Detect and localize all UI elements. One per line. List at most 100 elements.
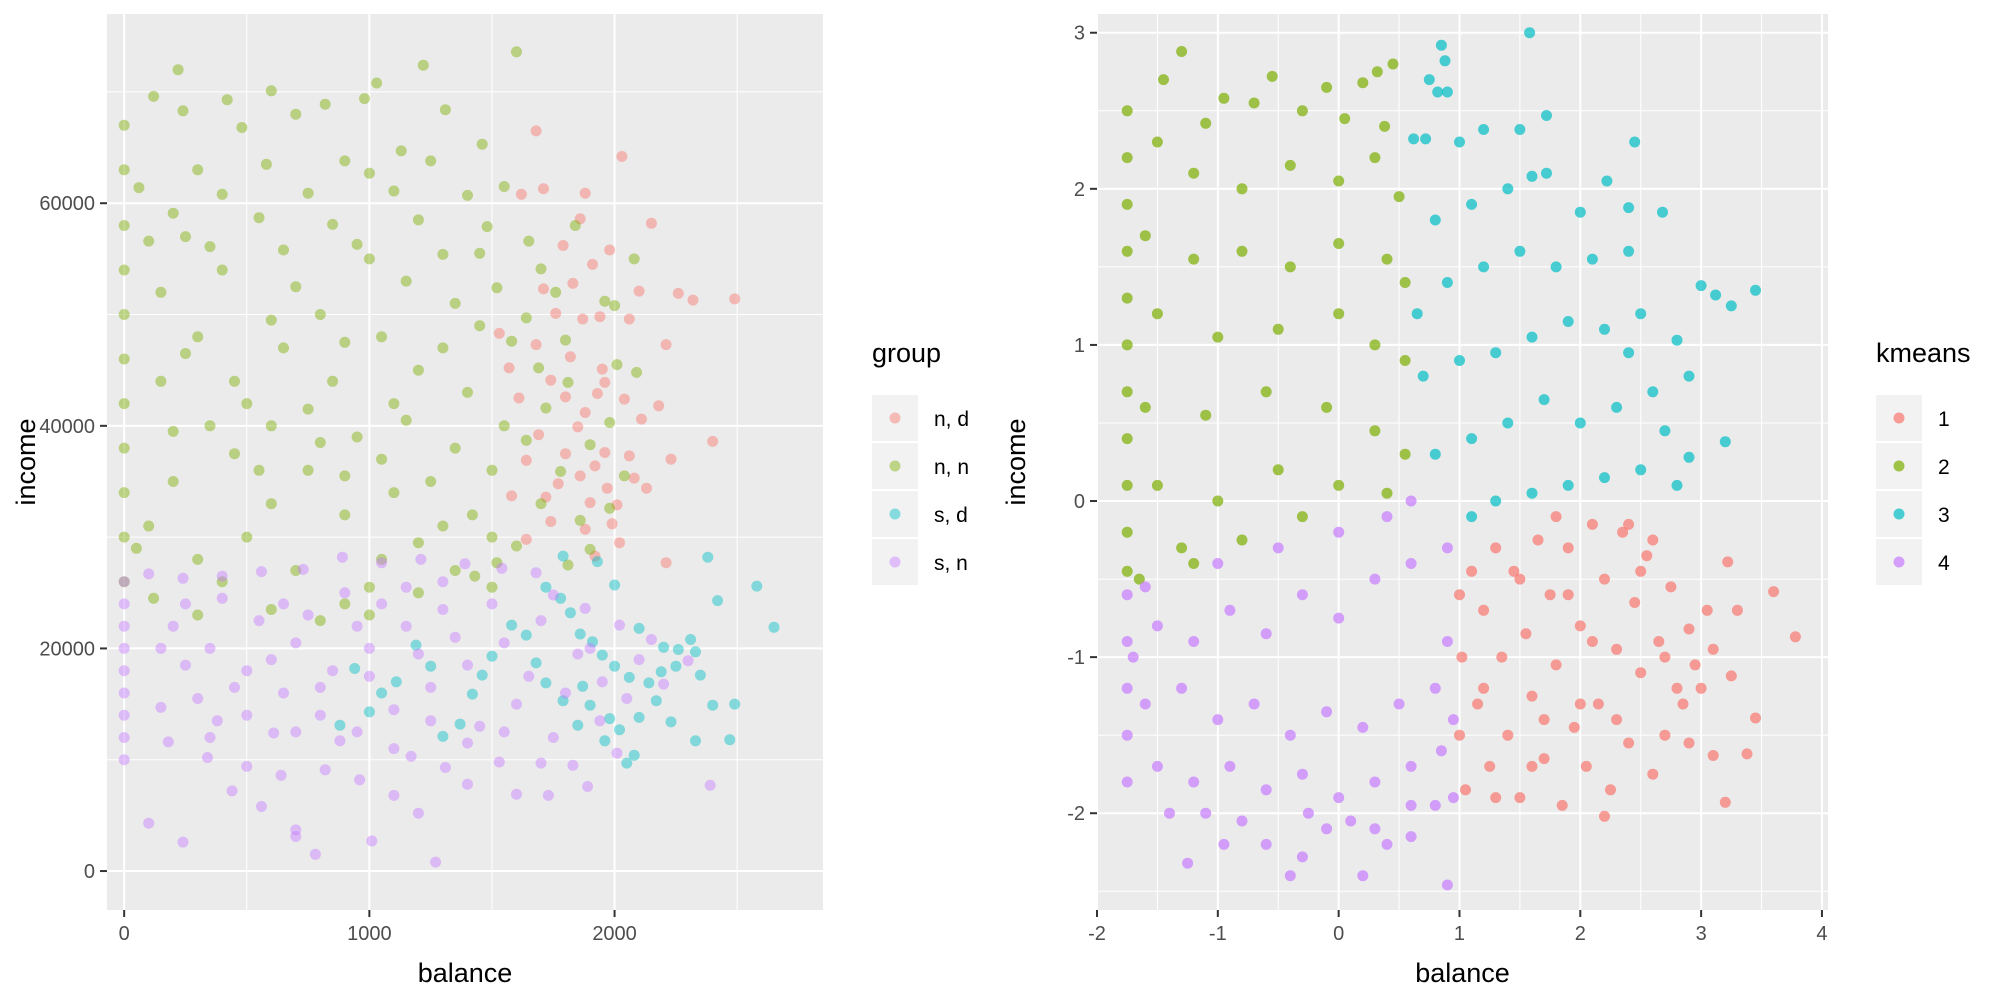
data-point-nn [118, 353, 130, 365]
legend: group n, d n, n s, d s, n [872, 338, 969, 585]
data-point-3 [1562, 316, 1574, 327]
data-point-1 [1677, 698, 1689, 710]
data-point-1 [1556, 799, 1568, 811]
data-point-sn [118, 665, 130, 677]
data-point-3 [1635, 464, 1647, 476]
data-point-sn [496, 562, 508, 574]
data-point-4 [1296, 768, 1308, 780]
data-point-nn [192, 164, 204, 176]
data-point-4 [1139, 698, 1151, 710]
data-point-nd [520, 454, 532, 466]
data-point-nd [540, 491, 552, 503]
y-tick-label: 1 [1074, 335, 1085, 357]
data-point-1 [1456, 651, 1468, 663]
data-point-3 [1526, 170, 1538, 182]
data-point-1 [1635, 667, 1647, 679]
data-point-nn [574, 514, 586, 526]
data-point-3 [1466, 198, 1478, 210]
data-point-sn [204, 732, 216, 743]
data-point-sn [474, 720, 486, 732]
data-point-sn [449, 631, 461, 643]
data-point-1 [1454, 589, 1465, 601]
data-point-sd [476, 669, 488, 681]
data-point-4 [1381, 511, 1393, 523]
data-point-nn [631, 366, 643, 378]
x-tick-label: 3 [1696, 923, 1707, 945]
data-point-sn [339, 587, 351, 599]
x-axis-title: balance [1415, 958, 1510, 988]
data-point-sn [118, 709, 130, 721]
data-point-sd [609, 660, 621, 672]
legend-swatch [889, 460, 901, 472]
data-point-sd [466, 688, 478, 700]
data-point-nd [589, 460, 601, 472]
data-point-nn [118, 576, 130, 588]
data-point-nn [278, 342, 289, 354]
data-point-nn [535, 263, 547, 275]
data-point-sd [623, 671, 635, 683]
data-point-nd [599, 447, 611, 458]
data-point-nn [351, 431, 363, 443]
legend-label: 4 [1938, 552, 1950, 575]
panel-group-plot: 0 1000 20000200004000060000balanceincomegr… [11, 14, 969, 988]
data-point-nd [584, 497, 596, 509]
legend-title: group [872, 338, 941, 368]
data-point-sn [334, 735, 346, 747]
data-point-sd [628, 749, 640, 761]
legend-key [872, 395, 918, 441]
data-point-nn [604, 417, 616, 428]
data-point-nn [569, 220, 581, 231]
data-point-nn [400, 275, 412, 287]
data-point-nd [503, 362, 515, 374]
data-point-nn [498, 181, 510, 192]
data-point-4 [1345, 815, 1357, 827]
data-point-1 [1592, 698, 1604, 710]
panel-background [107, 14, 823, 910]
data-point-3 [1719, 436, 1731, 448]
data-point-3 [1408, 133, 1420, 145]
data-point-nn [511, 540, 522, 552]
data-point-4 [1139, 581, 1151, 593]
data-point-4 [1121, 776, 1133, 788]
x-tick-label: -2 [1088, 923, 1106, 945]
data-point-sd [690, 735, 701, 747]
data-point-2 [1151, 308, 1163, 320]
data-point-nn [290, 108, 302, 120]
data-point-sn [278, 687, 289, 699]
data-point-3 [1466, 511, 1478, 523]
data-point-sd [577, 680, 589, 692]
data-point-sn [682, 655, 694, 667]
data-point-sn [430, 856, 442, 868]
data-point-sn [256, 566, 267, 578]
data-point-4 [1369, 823, 1381, 835]
legend-key [872, 491, 918, 537]
data-point-sd [376, 687, 388, 699]
data-point-sn [439, 762, 451, 773]
data-point-sd [604, 713, 616, 725]
data-point-sn [462, 737, 473, 749]
data-point-nd [530, 339, 542, 351]
data-point-nn [339, 509, 351, 521]
data-point-1 [1574, 620, 1586, 632]
data-point-sd [557, 695, 569, 707]
data-point-1 [1520, 628, 1532, 640]
y-tick-label: -2 [1067, 803, 1085, 825]
data-point-nn [363, 609, 375, 621]
data-point-4 [1236, 815, 1248, 827]
data-point-2 [1121, 526, 1133, 538]
data-point-sn [118, 687, 130, 699]
data-point-sd [690, 646, 701, 658]
data-point-2 [1379, 120, 1391, 132]
data-point-nd [579, 523, 591, 535]
data-point-sn [241, 665, 253, 677]
data-point-3 [1541, 110, 1552, 121]
data-point-sn [462, 778, 473, 790]
data-point-4 [1260, 628, 1272, 640]
data-point-1 [1526, 690, 1538, 702]
data-point-2 [1121, 339, 1133, 351]
data-point-nn [584, 543, 596, 555]
data-point-4 [1296, 851, 1308, 863]
data-point-2 [1188, 558, 1200, 569]
data-point-sn [180, 659, 191, 671]
legend-label: 2 [1938, 456, 1950, 479]
